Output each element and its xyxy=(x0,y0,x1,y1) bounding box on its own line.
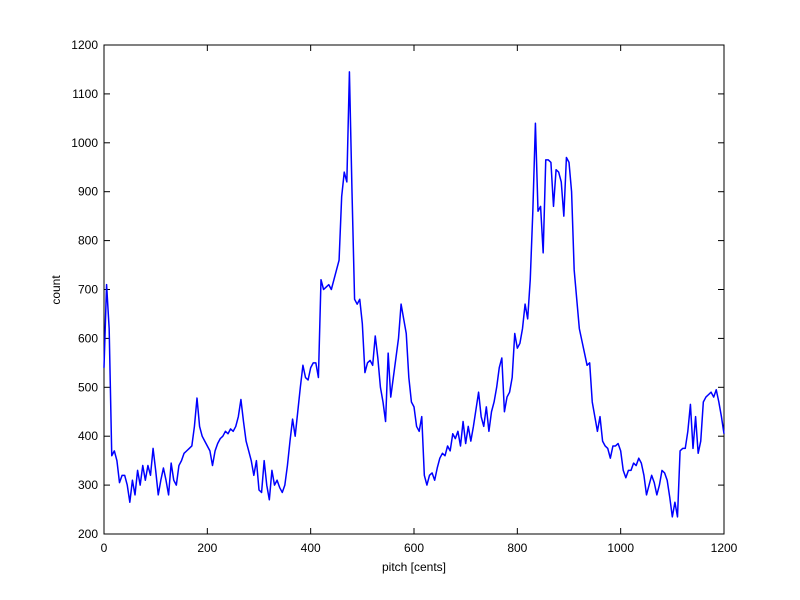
x-tick-label: 1200 xyxy=(711,541,738,555)
y-tick-label: 300 xyxy=(78,478,98,492)
y-tick-label: 600 xyxy=(78,331,98,345)
x-tick-label: 1000 xyxy=(607,541,634,555)
x-tick-label: 400 xyxy=(301,541,321,555)
y-tick-label: 900 xyxy=(78,185,98,199)
x-axis-label: pitch [cents] xyxy=(382,560,446,574)
y-tick-label: 500 xyxy=(78,380,98,394)
y-tick-label: 1200 xyxy=(71,38,98,52)
x-tick-label: 600 xyxy=(404,541,424,555)
y-tick-label: 800 xyxy=(78,234,98,248)
y-tick-label: 1000 xyxy=(71,136,98,150)
y-tick-label: 1100 xyxy=(72,87,98,101)
x-tick-label: 200 xyxy=(197,541,217,555)
data-line xyxy=(103,71,725,518)
x-tick-label: 800 xyxy=(507,541,527,555)
y-axis-label: count xyxy=(49,275,63,305)
x-tick-label: 0 xyxy=(101,541,108,555)
y-tick-label: 200 xyxy=(78,527,98,541)
plot-box xyxy=(103,44,725,535)
y-tick-label: 400 xyxy=(78,429,98,443)
y-tick-label: 700 xyxy=(78,283,98,297)
